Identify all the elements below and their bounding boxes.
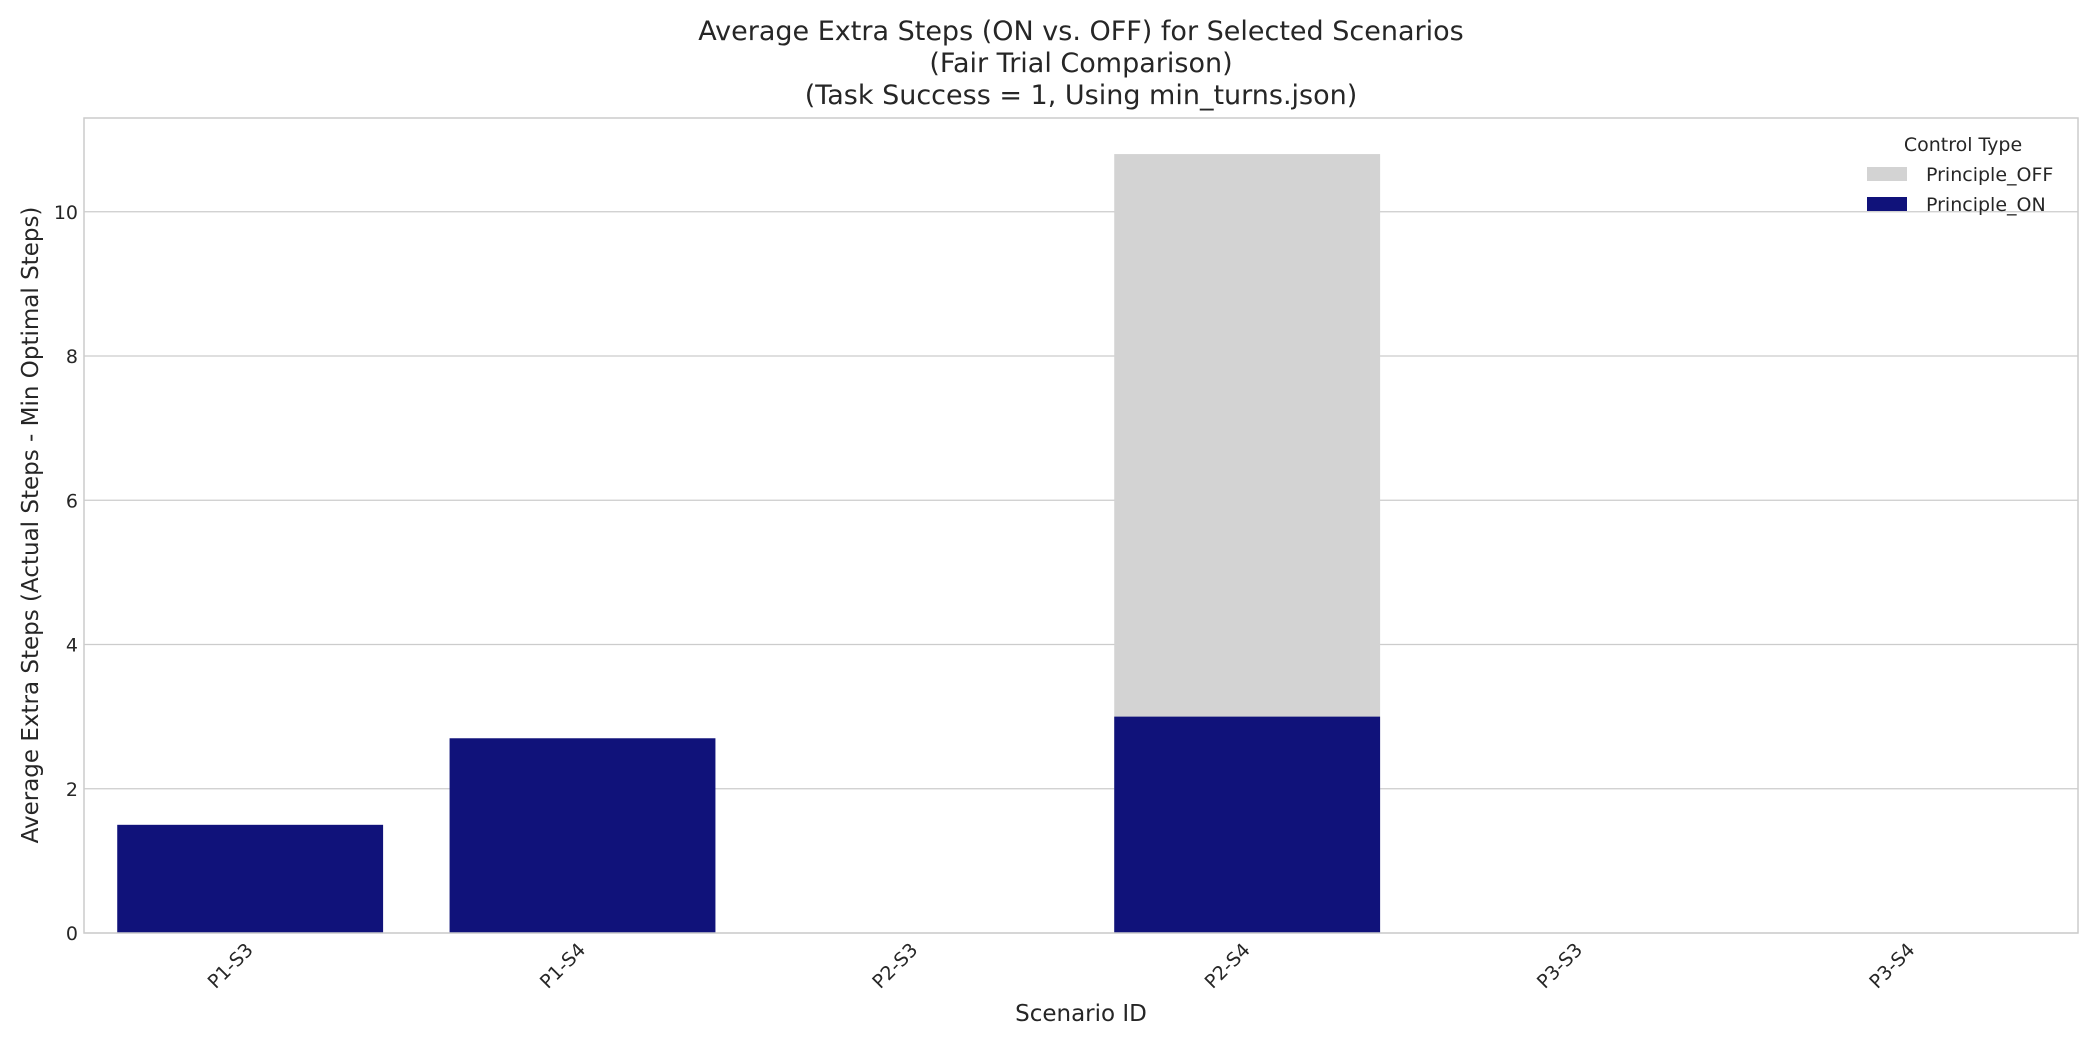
title-line-1: Average Extra Steps (ON vs. OFF) for Sel… bbox=[698, 16, 1463, 47]
y-tick-label: 8 bbox=[66, 346, 78, 368]
x-tick-label: P3-S4 bbox=[1865, 939, 1919, 993]
y-tick-label: 10 bbox=[54, 202, 78, 224]
x-tick-label: P2-S4 bbox=[1201, 939, 1255, 993]
y-tick-labels: 0 2 4 6 8 10 bbox=[54, 202, 78, 945]
legend-label: Principle_ON bbox=[1926, 194, 2046, 216]
y-axis-label: Average Extra Steps (Actual Steps - Min … bbox=[18, 207, 44, 844]
y-tick-label: 6 bbox=[66, 490, 78, 512]
bar-principle-on-p2-s4 bbox=[1114, 716, 1381, 933]
x-tick-label: P1-S3 bbox=[204, 939, 258, 993]
x-tick-label: P2-S3 bbox=[868, 939, 922, 993]
y-tick-label: 4 bbox=[66, 635, 78, 657]
legend-swatch bbox=[1867, 197, 1907, 211]
legend-swatch bbox=[1867, 167, 1907, 181]
legend: Control Type Principle_OFF Principle_ON bbox=[1867, 134, 2053, 216]
legend-title: Control Type bbox=[1904, 134, 2022, 156]
legend-items: Principle_OFF Principle_ON bbox=[1867, 164, 2053, 216]
x-tick-label: P1-S4 bbox=[536, 939, 590, 993]
title-line-2: (Fair Trial Comparison) bbox=[929, 48, 1232, 79]
x-tick-labels: P1-S3 P1-S4 P2-S3 P2-S4 P3-S3 P3-S4 bbox=[204, 939, 1920, 993]
bar-principle-on-p1-s3 bbox=[117, 824, 384, 933]
y-tick-label: 2 bbox=[66, 779, 78, 801]
bar-principle-on-p1-s4 bbox=[449, 738, 716, 933]
bars bbox=[117, 154, 1381, 933]
x-tick-label: P3-S3 bbox=[1533, 939, 1587, 993]
plot-frame bbox=[83, 117, 2079, 934]
chart-title: Average Extra Steps (ON vs. OFF) for Sel… bbox=[698, 16, 1463, 111]
x-axis-label: Scenario ID bbox=[1015, 1001, 1147, 1027]
y-tick-label: 0 bbox=[66, 923, 78, 945]
legend-label: Principle_OFF bbox=[1926, 164, 2053, 186]
title-line-3: (Task Success = 1, Using min_turns.json) bbox=[805, 80, 1358, 111]
